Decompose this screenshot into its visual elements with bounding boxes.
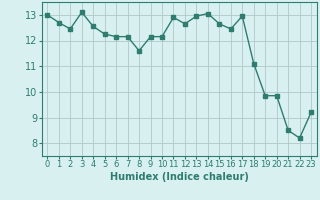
X-axis label: Humidex (Indice chaleur): Humidex (Indice chaleur) <box>110 172 249 182</box>
